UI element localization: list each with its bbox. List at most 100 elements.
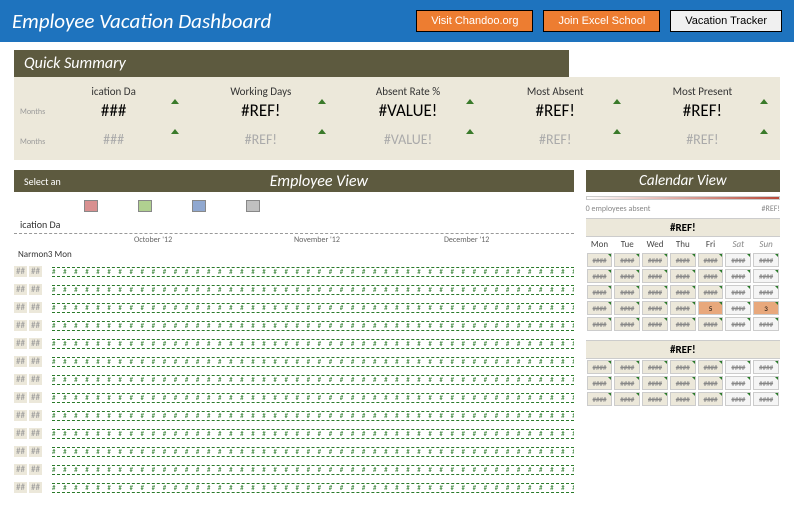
calendar-cell[interactable]: #### xyxy=(698,253,724,267)
calendar-cell[interactable]: #### xyxy=(670,253,696,267)
col-value-1: #REF! xyxy=(631,100,774,121)
calendar-cell[interactable]: #### xyxy=(753,376,779,390)
calendar-cell[interactable]: #### xyxy=(725,392,751,406)
employee-row: #### xyxy=(14,462,574,477)
employee-row: #### xyxy=(14,282,574,297)
calendar-cell[interactable]: #### xyxy=(614,269,640,283)
calendar-cell[interactable]: #### xyxy=(670,269,696,283)
calendar-cell[interactable]: #### xyxy=(698,360,724,374)
calendar-cell[interactable]: #### xyxy=(587,392,613,406)
col-label: Absent Rate % xyxy=(336,85,479,98)
col-value-2: #VALUE! xyxy=(336,131,479,148)
calendar-cell[interactable]: #### xyxy=(642,269,668,283)
calendar-cell[interactable]: #### xyxy=(587,360,613,374)
calendar-cell[interactable]: #### xyxy=(753,360,779,374)
summary-body: Months Months ication Da ### ### Working… xyxy=(14,77,780,160)
calendar-cell[interactable]: #### xyxy=(753,253,779,267)
calendar-block-1: #REF! MonTueWedThuFriSatSun ############… xyxy=(586,218,780,332)
employee-view-header: Select an Employee View xyxy=(14,170,574,192)
scale-high: #REF! xyxy=(761,204,780,214)
join-school-button[interactable]: Join Excel School xyxy=(543,10,660,32)
calendar-cell[interactable]: #### xyxy=(698,376,724,390)
calendar-block-title: #REF! xyxy=(586,340,780,359)
calendar-cell[interactable]: #### xyxy=(725,253,751,267)
calendar-cell[interactable]: #### xyxy=(670,392,696,406)
calendar-cell[interactable]: #### xyxy=(670,376,696,390)
calendar-grid-2: ########################################… xyxy=(586,359,780,407)
col-label: Most Absent xyxy=(484,85,627,98)
summary-col-working: Working Days #REF! #REF! xyxy=(189,85,332,148)
visit-chandoo-button[interactable]: Visit Chandoo.org xyxy=(416,10,533,32)
calendar-cell[interactable]: #### xyxy=(642,392,668,406)
employee-row: #### xyxy=(14,372,574,387)
calendar-cell[interactable]: #### xyxy=(698,269,724,283)
calendar-cell[interactable]: #### xyxy=(587,301,613,315)
axis-row: October '12 November '12 December '12 xyxy=(14,233,574,247)
employee-row: #### xyxy=(14,300,574,315)
calendar-cell[interactable]: #### xyxy=(725,269,751,283)
calendar-cell[interactable]: #### xyxy=(725,285,751,299)
calendar-cell[interactable]: #### xyxy=(614,360,640,374)
col-value-1: #REF! xyxy=(189,100,332,121)
legend-chip-1 xyxy=(84,200,98,212)
calendar-cell[interactable]: #### xyxy=(753,392,779,406)
calendar-cell[interactable]: #### xyxy=(642,317,668,331)
scale-low: 0 employees absent xyxy=(586,204,651,214)
summary-col-most-present: Most Present #REF! #REF! xyxy=(631,85,774,148)
vacation-tracker-button[interactable]: Vacation Tracker xyxy=(670,10,782,32)
employee-grid: ########################################… xyxy=(14,264,574,495)
col-value-2: #REF! xyxy=(484,131,627,148)
employee-row: #### xyxy=(14,390,574,405)
col-value-1: #VALUE! xyxy=(336,100,479,121)
calendar-view-panel: Calendar View 0 employees absent #REF! #… xyxy=(586,170,780,498)
calendar-cell[interactable]: #### xyxy=(698,392,724,406)
calendar-cell[interactable]: #### xyxy=(670,301,696,315)
employee-row: #### xyxy=(14,354,574,369)
calendar-cell[interactable]: #### xyxy=(725,360,751,374)
calendar-cell[interactable]: #### xyxy=(642,285,668,299)
calendar-cell[interactable]: #### xyxy=(587,317,613,331)
calendar-cell[interactable]: #### xyxy=(670,360,696,374)
employee-view-title: Employee View xyxy=(74,172,564,191)
calendar-cell[interactable]: #### xyxy=(725,317,751,331)
employee-row: #### xyxy=(14,444,574,459)
calendar-cell[interactable]: #### xyxy=(698,285,724,299)
day-header: Sat xyxy=(724,237,752,252)
calendar-cell[interactable]: #### xyxy=(725,376,751,390)
calendar-cell[interactable]: #### xyxy=(642,301,668,315)
col-value-1: #REF! xyxy=(484,100,627,121)
calendar-cell[interactable]: #### xyxy=(587,253,613,267)
summary-title: Quick Summary xyxy=(14,50,569,77)
calendar-cell[interactable]: #### xyxy=(614,317,640,331)
calendar-cell[interactable]: #### xyxy=(642,376,668,390)
calendar-cell[interactable]: #### xyxy=(614,253,640,267)
calendar-cell[interactable]: #### xyxy=(587,269,613,283)
scale-labels: 0 employees absent #REF! xyxy=(586,204,780,216)
calendar-cell[interactable]: #### xyxy=(614,392,640,406)
col-value-2: ### xyxy=(42,131,185,148)
legend-chip-4 xyxy=(246,200,260,212)
calendar-cell[interactable]: #### xyxy=(753,269,779,283)
day-header: Sun xyxy=(752,237,780,252)
col-value-2: #REF! xyxy=(631,131,774,148)
calendar-block-title: #REF! xyxy=(586,218,780,237)
calendar-cell[interactable]: #### xyxy=(614,285,640,299)
calendar-cell[interactable]: #### xyxy=(642,253,668,267)
calendar-cell[interactable]: #### xyxy=(587,376,613,390)
calendar-cell[interactable]: #### xyxy=(642,360,668,374)
calendar-cell[interactable]: 5 xyxy=(698,301,724,315)
calendar-cell[interactable]: #### xyxy=(725,301,751,315)
calendar-cell[interactable]: #### xyxy=(698,317,724,331)
calendar-cell[interactable]: #### xyxy=(670,317,696,331)
employee-row: #### xyxy=(14,264,574,279)
calendar-cell[interactable]: #### xyxy=(753,285,779,299)
calendar-cell[interactable]: 3 xyxy=(753,301,779,315)
calendar-cell[interactable]: #### xyxy=(670,285,696,299)
employee-row: #### xyxy=(14,408,574,423)
calendar-cell[interactable]: #### xyxy=(614,376,640,390)
day-header: Tue xyxy=(613,237,641,252)
calendar-cell[interactable]: #### xyxy=(587,285,613,299)
summary-col-vacation: ication Da ### ### xyxy=(42,85,185,148)
calendar-cell[interactable]: #### xyxy=(753,317,779,331)
calendar-cell[interactable]: #### xyxy=(614,301,640,315)
